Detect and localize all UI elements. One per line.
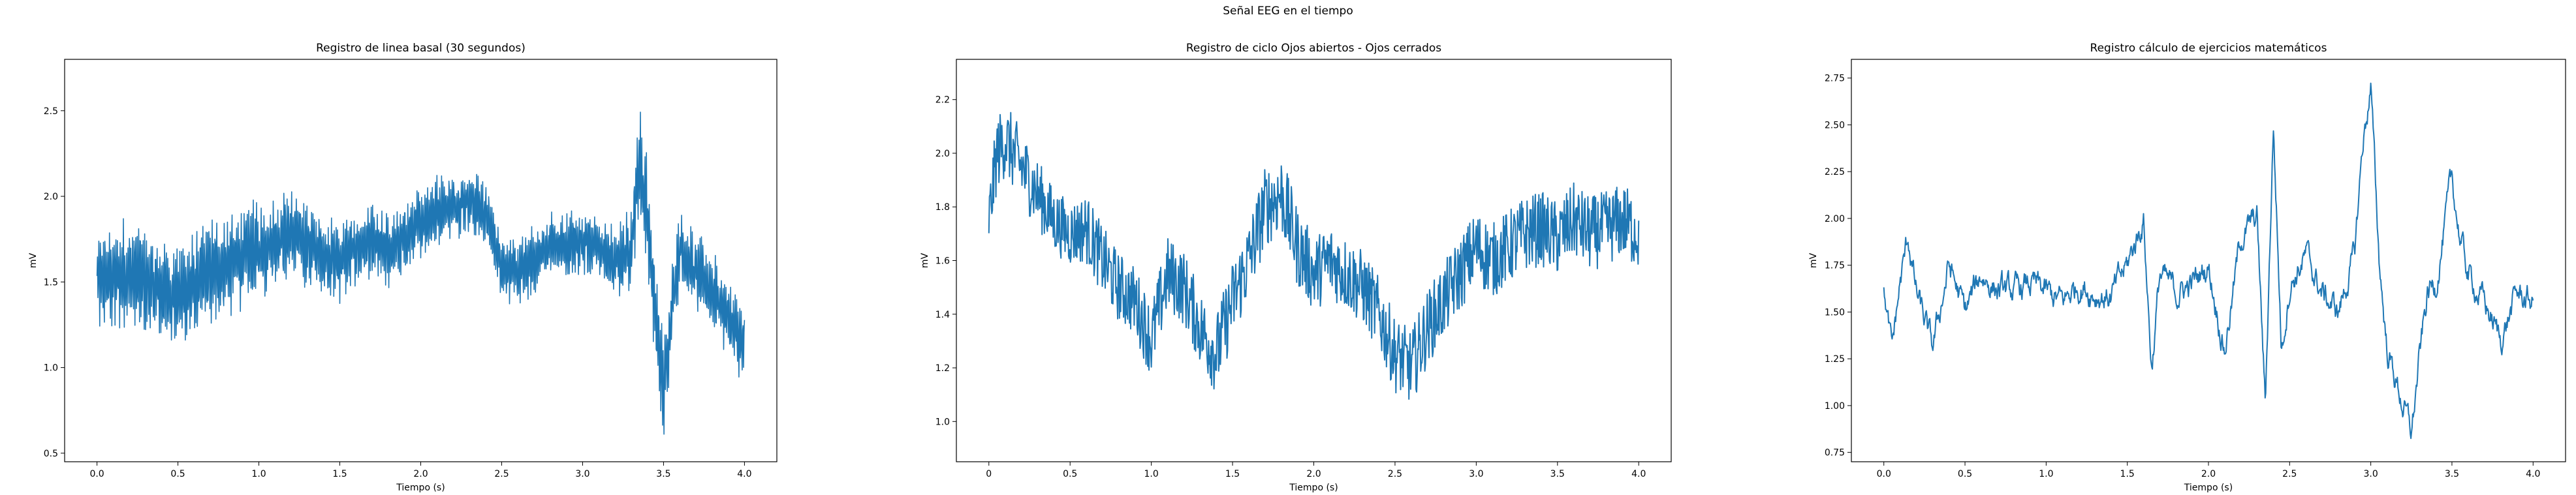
x-tick-label: 4.0 — [1631, 469, 1646, 479]
y-tick-label: 1.0 — [44, 363, 58, 374]
y-axis-label: mV — [28, 252, 39, 268]
x-tick-label: 2.0 — [2201, 469, 2216, 479]
x-tick-label: 2.5 — [1388, 469, 1402, 479]
y-tick-label: 0.75 — [1825, 448, 1845, 458]
x-tick-label: 3.0 — [575, 469, 589, 479]
x-tick-label: 0.5 — [1063, 469, 1077, 479]
axes-title: Registro cálculo de ejercicios matemátic… — [2090, 42, 2327, 55]
x-tick-label: 3.0 — [2364, 469, 2378, 479]
x-tick-label: 0.5 — [1958, 469, 1972, 479]
x-tick-label: 1.5 — [332, 469, 347, 479]
y-tick-label: 1.50 — [1825, 307, 1845, 318]
y-tick-label: 1.0 — [935, 417, 950, 427]
y-tick-label: 2.50 — [1825, 120, 1845, 130]
axes-2: 0 0.5 1.0 1.5 2.0 2.5 3.0 3.5 4.0 1.0 1.2 1.4 1.6 1.8… — [920, 42, 1672, 493]
x-tick-label: 4.0 — [737, 469, 751, 479]
x-tick-label: 1.5 — [1225, 469, 1240, 479]
x-tick-label: 3.5 — [1550, 469, 1565, 479]
y-tick-label: 2.75 — [1825, 74, 1845, 84]
y-tick-label: 2.00 — [1825, 214, 1845, 224]
y-tick-label: 0.5 — [44, 449, 58, 459]
y-tick-label: 2.2 — [935, 95, 950, 106]
x-axis-label: Tiempo (s) — [2184, 483, 2233, 493]
y-tick-label: 2.0 — [44, 192, 58, 202]
x-tick-label: 4.0 — [2526, 469, 2540, 479]
y-tick-label: 1.5 — [44, 277, 58, 288]
y-tick-label: 1.75 — [1825, 261, 1845, 271]
y-tick-label: 2.25 — [1825, 167, 1845, 177]
axes-1: 0.0 0.5 1.0 1.5 2.0 2.5 3.0 3.5 4.0 0.5 1.0 1.5 2.0 2… — [28, 42, 778, 493]
y-axis-label: mV — [920, 252, 930, 268]
x-tick-label: 1.0 — [2039, 469, 2053, 479]
y-tick-label: 2.0 — [935, 149, 950, 159]
y-axis-label: mV — [1808, 252, 1819, 268]
axes-3: 0.0 0.5 1.0 1.5 2.0 2.5 3.0 3.5 4.0 0.75 1.00 1.25 1… — [1808, 42, 2566, 493]
x-tick-label: 3.5 — [656, 469, 670, 479]
x-tick-label: 0.0 — [1877, 469, 1891, 479]
y-tick-label: 1.8 — [935, 202, 950, 213]
x-axis-label: Tiempo (s) — [396, 483, 445, 493]
x-tick-label: 2.0 — [413, 469, 428, 479]
y-tick-label: 1.4 — [935, 310, 950, 320]
x-tick-label: 0 — [986, 469, 992, 479]
series-line — [988, 112, 1640, 400]
y-tick-label: 1.2 — [935, 363, 950, 374]
series-line — [96, 112, 746, 435]
x-tick-label: 2.0 — [1306, 469, 1321, 479]
y-tick-label: 1.25 — [1825, 354, 1845, 365]
x-axis-label: Tiempo (s) — [1289, 483, 1338, 493]
x-tick-label: 2.5 — [2282, 469, 2297, 479]
x-tick-label: 3.0 — [1469, 469, 1483, 479]
x-tick-label: 1.0 — [251, 469, 266, 479]
x-tick-label: 0.0 — [89, 469, 104, 479]
x-tick-label: 2.5 — [494, 469, 509, 479]
figure-suptitle: Señal EEG en el tiempo — [1223, 5, 1353, 18]
axes-container: 0.0 0.5 1.0 1.5 2.0 2.5 3.0 3.5 4.0 0.5 1.0 1.5 2.0 2… — [28, 42, 2566, 493]
y-tick-label: 1.6 — [935, 256, 950, 267]
axes-title: Registro de linea basal (30 segundos) — [316, 42, 526, 55]
x-tick-label: 3.5 — [2445, 469, 2459, 479]
x-tick-label: 0.5 — [170, 469, 185, 479]
x-tick-label: 1.5 — [2120, 469, 2135, 479]
y-tick-label: 1.00 — [1825, 401, 1845, 412]
y-tick-label: 2.5 — [44, 106, 58, 117]
x-tick-label: 1.0 — [1144, 469, 1159, 479]
axes-title: Registro de ciclo Ojos abiertos - Ojos c… — [1186, 42, 1441, 55]
series-line — [1883, 82, 2534, 440]
